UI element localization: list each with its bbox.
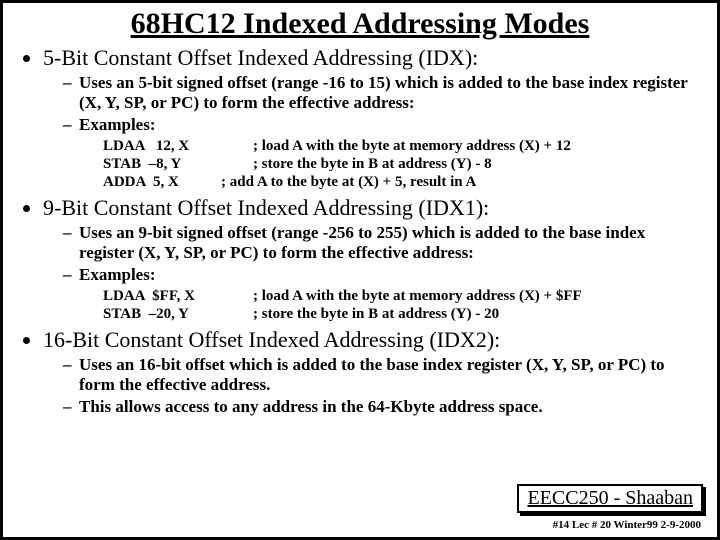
footer-credit-box: EECC250 - Shaaban	[517, 484, 703, 513]
footer-meta: #14 Lec # 20 Winter99 2-9-2000	[553, 519, 701, 531]
section-0: 5-Bit Constant Offset Indexed Addressing…	[43, 45, 699, 191]
example-row: STAB –8, Y ; store the byte in B at addr…	[103, 155, 699, 173]
section-2-point-0: Uses an 16-bit offset which is added to …	[63, 355, 699, 395]
section-1-heading: 9-Bit Constant Offset Indexed Addressing…	[43, 195, 489, 220]
section-0-point-1: Examples:	[63, 115, 699, 135]
example-instr: LDAA 12, X	[103, 137, 253, 155]
top-list: 5-Bit Constant Offset Indexed Addressing…	[21, 45, 699, 417]
section-1-point-0: Uses an 9-bit signed offset (range -256 …	[63, 223, 699, 263]
example-instr: ADDA 5, X	[103, 173, 221, 191]
example-comment: ; store the byte in B at address (Y) - 2…	[253, 305, 699, 323]
example-instr: LDAA $FF, X	[103, 287, 253, 305]
example-comment: ; load A with the byte at memory address…	[253, 287, 699, 305]
example-row: STAB –20, Y ; store the byte in B at add…	[103, 305, 699, 323]
example-comment: ; load A with the byte at memory address…	[253, 137, 699, 155]
section-1-point-1: Examples:	[63, 265, 699, 285]
section-1-sub: Uses an 9-bit signed offset (range -256 …	[43, 223, 699, 285]
section-2: 16-Bit Constant Offset Indexed Addressin…	[43, 327, 699, 417]
example-row: ADDA 5, X ; add A to the byte at (X) + 5…	[103, 173, 699, 191]
example-instr: STAB –8, Y	[103, 155, 253, 173]
section-1-examples: LDAA $FF, X ; load A with the byte at me…	[103, 287, 699, 323]
section-2-point-1: This allows access to any address in the…	[63, 397, 699, 417]
example-comment: ; store the byte in B at address (Y) - 8	[253, 155, 699, 173]
slide: 68HC12 Indexed Addressing Modes 5-Bit Co…	[0, 0, 720, 540]
section-0-sub: Uses an 5-bit signed offset (range -16 t…	[43, 73, 699, 135]
example-row: LDAA $FF, X ; load A with the byte at me…	[103, 287, 699, 305]
slide-title: 68HC12 Indexed Addressing Modes	[21, 7, 699, 41]
section-1: 9-Bit Constant Offset Indexed Addressing…	[43, 195, 699, 323]
section-2-sub: Uses an 16-bit offset which is added to …	[43, 355, 699, 417]
example-instr: STAB –20, Y	[103, 305, 253, 323]
section-0-examples: LDAA 12, X ; load A with the byte at mem…	[103, 137, 699, 191]
section-0-point-0: Uses an 5-bit signed offset (range -16 t…	[63, 73, 699, 113]
section-0-heading: 5-Bit Constant Offset Indexed Addressing…	[43, 45, 478, 70]
section-2-heading: 16-Bit Constant Offset Indexed Addressin…	[43, 327, 500, 352]
example-comment: ; add A to the byte at (X) + 5, result i…	[221, 173, 699, 191]
example-row: LDAA 12, X ; load A with the byte at mem…	[103, 137, 699, 155]
